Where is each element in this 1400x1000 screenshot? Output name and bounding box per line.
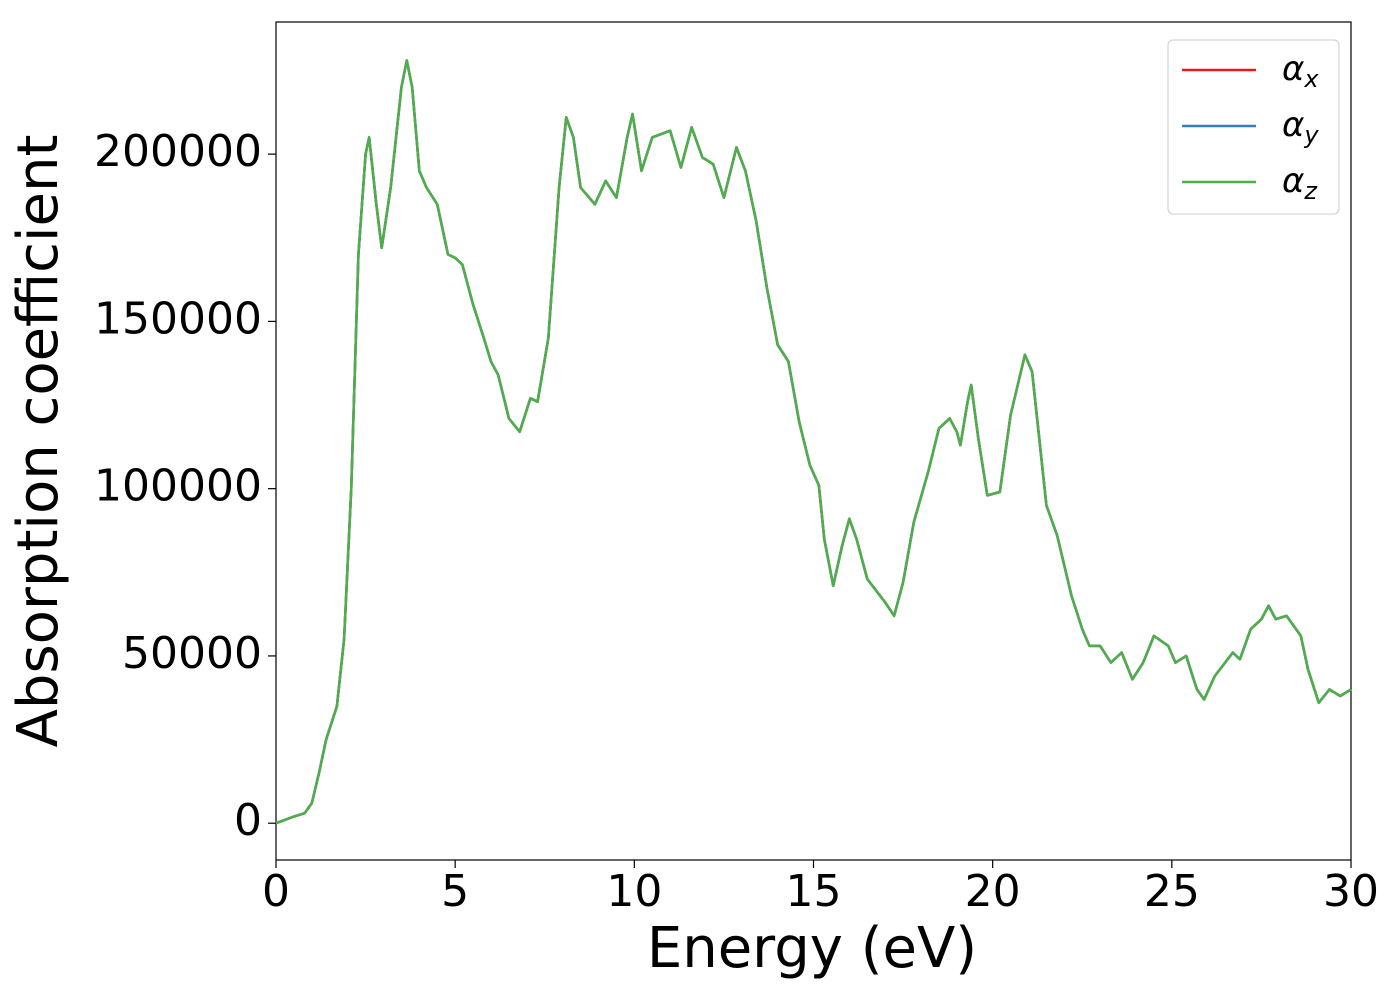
- x-axis-label: Energy (eV): [647, 916, 977, 981]
- y-tick-label: 100000: [94, 461, 262, 512]
- data-line: [275, 59, 1352, 825]
- y-tick-label: 0: [234, 795, 262, 846]
- y-tick-label: 50000: [122, 628, 262, 679]
- legend-label: αx: [1282, 49, 1319, 94]
- legend-label: αz: [1282, 161, 1318, 206]
- legend-label-part: y: [1303, 121, 1319, 149]
- x-tick-label: 25: [1144, 866, 1200, 917]
- legend-label-part: z: [1303, 177, 1318, 205]
- x-tick-label: 30: [1323, 866, 1379, 917]
- legend-label: αy: [1282, 105, 1319, 150]
- y-axis-label: Absorption coefficient: [6, 135, 71, 748]
- legend-label-part: α: [1282, 49, 1304, 89]
- legend-label-part: α: [1282, 105, 1304, 145]
- x-tick-label: 0: [262, 866, 290, 917]
- x-tick-label: 15: [786, 866, 842, 917]
- y-tick-label: 200000: [94, 126, 262, 177]
- y-tick-label: 150000: [94, 293, 262, 344]
- x-tick-label: 20: [965, 866, 1021, 917]
- legend-label-part: α: [1282, 161, 1304, 201]
- legend-label-part: x: [1303, 65, 1319, 93]
- x-tick-label: 5: [441, 866, 469, 917]
- x-tick-label: 10: [606, 866, 662, 917]
